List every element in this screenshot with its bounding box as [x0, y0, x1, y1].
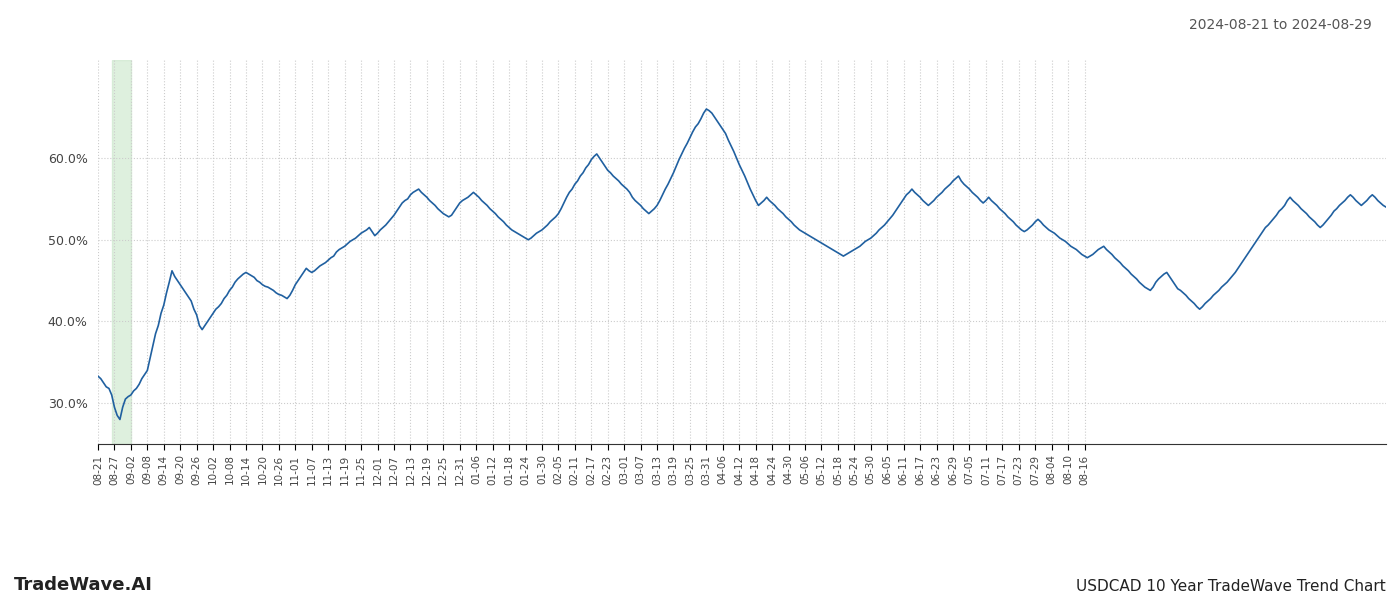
Text: USDCAD 10 Year TradeWave Trend Chart: USDCAD 10 Year TradeWave Trend Chart [1077, 579, 1386, 594]
Text: 2024-08-21 to 2024-08-29: 2024-08-21 to 2024-08-29 [1189, 18, 1372, 32]
Bar [112, 60, 130, 444]
Text: TradeWave.AI: TradeWave.AI [14, 576, 153, 594]
